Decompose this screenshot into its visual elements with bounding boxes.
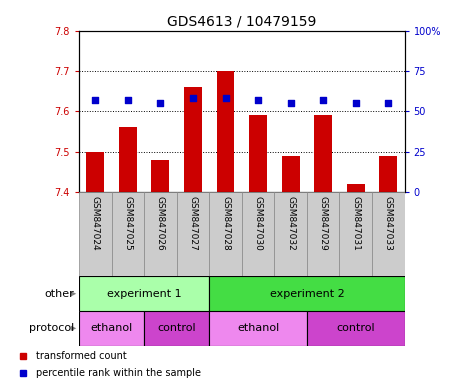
Bar <box>379 156 397 192</box>
Bar <box>274 192 307 276</box>
Text: ethanol: ethanol <box>237 323 279 333</box>
Bar <box>372 192 405 276</box>
Point <box>385 100 392 106</box>
Bar <box>242 192 274 276</box>
Bar <box>209 311 307 346</box>
Text: control: control <box>157 323 196 333</box>
Text: ethanol: ethanol <box>91 323 133 333</box>
Point <box>222 95 229 101</box>
Bar <box>177 192 209 276</box>
Text: GSM847024: GSM847024 <box>91 196 100 251</box>
Point <box>157 100 164 106</box>
Bar <box>307 192 339 276</box>
Title: GDS4613 / 10479159: GDS4613 / 10479159 <box>167 14 317 28</box>
Bar <box>152 160 169 192</box>
Text: protocol: protocol <box>29 323 74 333</box>
Bar <box>347 184 365 192</box>
Text: control: control <box>336 323 375 333</box>
Text: GSM847026: GSM847026 <box>156 196 165 251</box>
Bar <box>314 116 332 192</box>
Text: percentile rank within the sample: percentile rank within the sample <box>36 368 201 378</box>
Point <box>352 100 359 106</box>
Text: transformed count: transformed count <box>36 351 127 361</box>
Text: experiment 2: experiment 2 <box>270 289 344 299</box>
Text: GSM847029: GSM847029 <box>319 196 328 251</box>
Bar <box>119 127 137 192</box>
Bar <box>209 192 242 276</box>
Point <box>124 97 132 103</box>
Point <box>287 100 294 106</box>
Bar <box>79 276 209 311</box>
Text: other: other <box>45 289 74 299</box>
Bar <box>307 311 405 346</box>
Bar <box>249 116 267 192</box>
Point <box>319 97 327 103</box>
Text: GSM847031: GSM847031 <box>351 196 360 251</box>
Bar <box>184 87 202 192</box>
Text: GSM847030: GSM847030 <box>253 196 263 251</box>
Point <box>254 97 262 103</box>
Text: experiment 1: experiment 1 <box>107 289 181 299</box>
Bar <box>79 311 144 346</box>
Point <box>189 95 197 101</box>
Text: GSM847032: GSM847032 <box>286 196 295 251</box>
Bar <box>282 156 299 192</box>
Bar <box>339 192 372 276</box>
Bar <box>79 192 112 276</box>
Point <box>92 97 99 103</box>
Bar <box>144 311 209 346</box>
Bar <box>217 71 234 192</box>
Bar <box>209 276 405 311</box>
Text: GSM847028: GSM847028 <box>221 196 230 251</box>
Bar <box>112 192 144 276</box>
Bar <box>144 192 177 276</box>
Text: GSM847033: GSM847033 <box>384 196 393 251</box>
Text: GSM847027: GSM847027 <box>188 196 198 251</box>
Bar <box>86 152 104 192</box>
Text: GSM847025: GSM847025 <box>123 196 133 251</box>
